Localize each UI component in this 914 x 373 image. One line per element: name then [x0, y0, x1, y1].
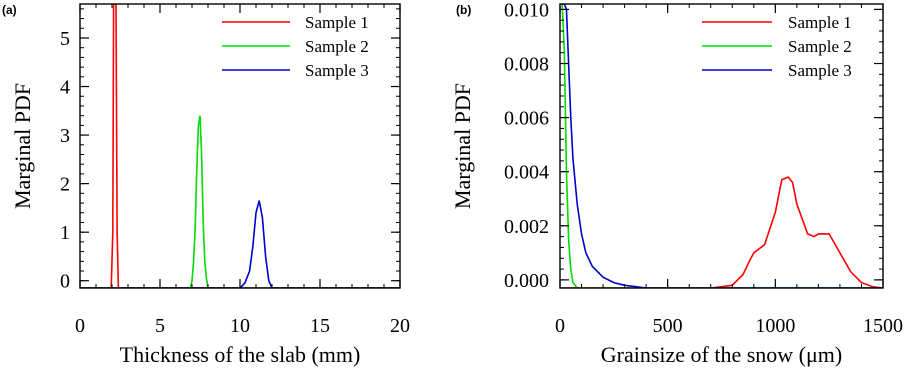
y-tick-label: 0.010: [504, 0, 549, 21]
y-tick-label: 1: [60, 222, 70, 244]
y-tick-label: 5: [60, 28, 70, 50]
legend-label-1: Sample 1: [305, 13, 369, 32]
x-axis-label: Grainsize of the snow (μm): [601, 342, 843, 367]
x-tick-label: 0: [75, 315, 85, 337]
series-line-2: [560, 4, 883, 288]
y-tick-label: 3: [60, 125, 70, 147]
series-line-2: [80, 115, 400, 288]
series-line-3: [80, 200, 400, 288]
y-axis-label: Marginal PDF: [10, 83, 35, 209]
y-tick-label: 0.008: [504, 54, 549, 76]
legend-label-3: Sample 3: [788, 61, 852, 80]
series-line-1: [80, 4, 400, 288]
series-line-3: [560, 4, 883, 288]
x-tick-label: 15: [310, 315, 330, 337]
x-axis-label: Thickness of the slab (mm): [120, 342, 361, 367]
y-tick-label: 0.006: [504, 108, 549, 130]
panel-a-plot: 0 5 10 15 20 0 1 2 3 4 5 Thickness of the slab (mm)…: [10, 3, 410, 367]
panel-b-chart: (b) 0 500 1000 1500 0.000 0.002 0.004 0.006 0.00…: [450, 0, 903, 367]
x-tick-label: 5: [155, 315, 165, 337]
series-line-1: [560, 176, 883, 288]
y-tick-label: 2: [60, 174, 70, 196]
x-tick-label: 500: [653, 315, 683, 337]
panel-a-legend: Sample 1 Sample 2 Sample 3: [222, 13, 369, 80]
x-tick-label: 10: [230, 315, 250, 337]
panel-a-tag: (a): [2, 3, 17, 17]
y-tick-label: 0: [60, 271, 70, 293]
panel-b-tag: (b): [456, 3, 471, 17]
x-tick-label: 0: [555, 315, 565, 337]
y-tick-label: 0.002: [504, 216, 549, 238]
y-tick-label: 0.004: [504, 162, 549, 184]
x-tick-label: 1500: [863, 315, 903, 337]
panel-a-chart: (a) 0 5 10 15 20 0 1 2 3 4 5 Thickness of the slab …: [2, 3, 410, 367]
panel-b-plot: 0 500 1000 1500 0.000 0.002 0.004 0.006 0.008 0.0…: [450, 0, 903, 367]
y-tick-label: 4: [60, 77, 70, 99]
legend-label-2: Sample 2: [788, 37, 852, 56]
x-tick-label: 1000: [755, 315, 795, 337]
legend-label-1: Sample 1: [788, 13, 852, 32]
plot-frame: [559, 3, 884, 289]
legend-label-3: Sample 3: [305, 61, 369, 80]
panel-b-legend: Sample 1 Sample 2 Sample 3: [702, 13, 852, 80]
y-tick-label: 0.000: [504, 270, 549, 292]
y-axis-label: Marginal PDF: [450, 83, 475, 209]
legend-label-2: Sample 2: [305, 37, 369, 56]
x-tick-label: 20: [390, 315, 410, 337]
